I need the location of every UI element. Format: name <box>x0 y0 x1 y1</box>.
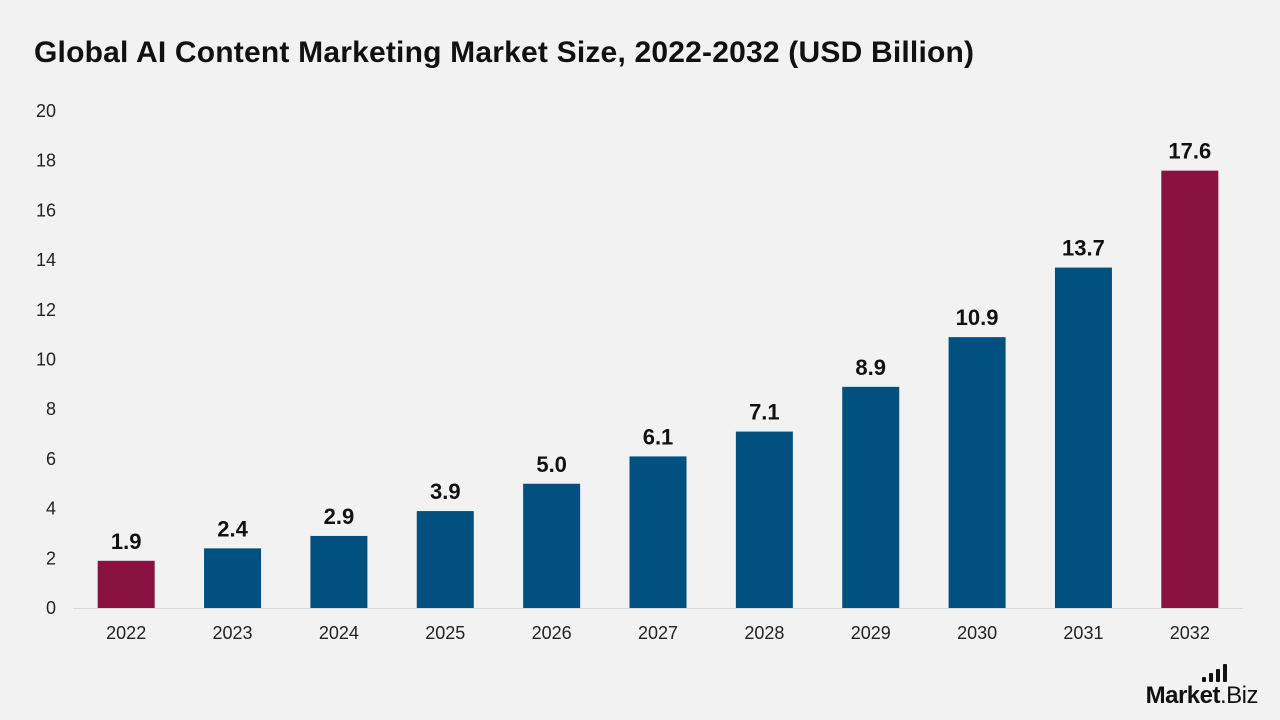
x-tick-label: 2028 <box>744 623 784 643</box>
data-label: 2.9 <box>324 504 355 529</box>
x-tick-label: 2023 <box>213 623 253 643</box>
data-label: 10.9 <box>956 305 999 330</box>
bar <box>1161 170 1219 608</box>
y-tick-label: 10 <box>36 350 56 370</box>
brand-name-suffix: .Biz <box>1219 682 1259 709</box>
brand-name: Market.Biz <box>1145 682 1259 709</box>
y-tick-label: 2 <box>46 548 56 568</box>
y-tick-label: 20 <box>36 101 56 121</box>
brand-logo: Market.Biz <box>1145 664 1259 709</box>
data-label: 8.9 <box>855 355 886 380</box>
y-tick-label: 8 <box>46 399 56 419</box>
data-label: 13.7 <box>1062 236 1105 261</box>
data-label: 5.0 <box>536 452 567 477</box>
bar <box>735 431 793 608</box>
signal-bars-icon <box>1201 664 1242 682</box>
data-label: 7.1 <box>749 400 780 425</box>
x-tick-label: 2027 <box>638 623 678 643</box>
bar <box>416 511 474 608</box>
chart-title: Global AI Content Marketing Market Size,… <box>34 36 975 69</box>
y-tick-label: 0 <box>46 598 56 618</box>
data-label: 17.6 <box>1168 139 1211 164</box>
bar <box>948 337 1006 608</box>
y-tick-label: 6 <box>46 449 56 469</box>
bar <box>97 560 155 608</box>
data-label: 2.4 <box>217 516 248 541</box>
y-tick-label: 12 <box>36 300 56 320</box>
x-tick-label: 2025 <box>425 623 465 643</box>
x-tick-label: 2022 <box>106 623 146 643</box>
bar <box>842 386 900 608</box>
x-tick-label: 2029 <box>851 623 891 643</box>
data-label: 3.9 <box>430 479 461 504</box>
data-label: 1.9 <box>111 529 142 554</box>
bar <box>1054 267 1112 608</box>
x-tick-label: 2030 <box>957 623 997 643</box>
x-tick-label: 2031 <box>1063 623 1103 643</box>
x-tick-label: 2032 <box>1170 623 1210 643</box>
x-tick-label: 2026 <box>532 623 572 643</box>
bar <box>629 456 687 608</box>
data-label: 6.1 <box>643 424 674 449</box>
bar <box>523 483 581 608</box>
brand-name-bold: Market <box>1145 682 1221 709</box>
y-tick-label: 18 <box>36 151 56 171</box>
y-tick-label: 16 <box>36 200 56 220</box>
bar <box>204 548 262 608</box>
y-tick-label: 4 <box>46 499 56 519</box>
y-tick-label: 14 <box>36 250 56 270</box>
x-tick-label: 2024 <box>319 623 359 643</box>
bar <box>310 535 368 608</box>
